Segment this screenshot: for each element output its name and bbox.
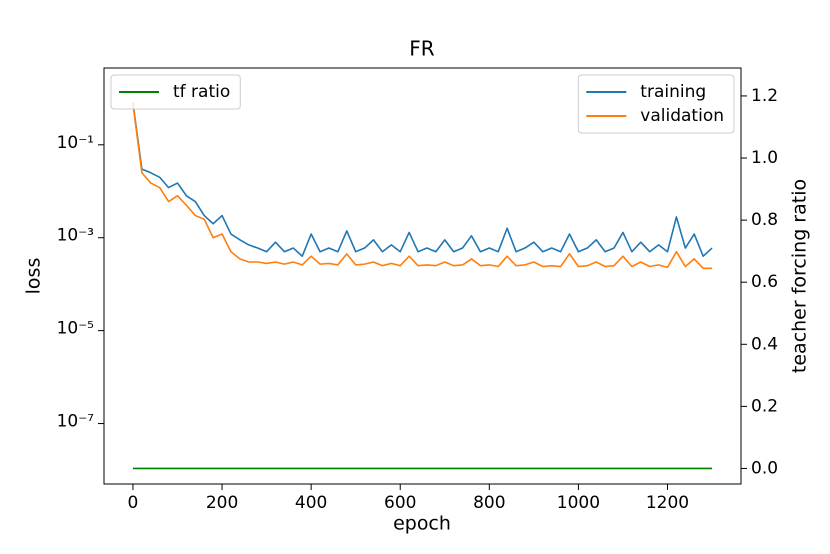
chart-title: FR	[409, 37, 435, 61]
legend-label: tf ratio	[173, 82, 230, 102]
y2-axis-label: teacher forcing ratio	[789, 179, 811, 373]
legend-box	[577, 74, 735, 134]
x-tick-label: 1200	[646, 493, 689, 513]
y2-tick-label: 1.0	[751, 148, 778, 168]
legend: training validation	[577, 74, 735, 134]
y2-tick-label: 0.8	[751, 210, 778, 230]
legend-label: training	[640, 82, 706, 102]
x-tick-label: 800	[473, 493, 505, 513]
y-tick-label: 10⁻³	[57, 226, 94, 246]
y2-tick-label: 0.4	[751, 334, 778, 354]
legend-box	[110, 74, 241, 110]
y2-tick-label: 0.6	[751, 272, 778, 292]
x-tick-label: 600	[384, 493, 416, 513]
y-tick-label: 10⁻⁵	[57, 319, 94, 339]
x-tick-label: 1000	[557, 493, 600, 513]
series-line	[132, 102, 713, 258]
x-tick-label: 400	[295, 493, 327, 513]
y-tick-label: 10⁻⁷	[57, 412, 95, 432]
x-tick-label: 0	[128, 493, 139, 513]
plot-frame	[103, 67, 742, 485]
y2-tick-label: 0.2	[751, 396, 778, 416]
y2-tick-label: 0.0	[751, 458, 778, 478]
x-tick-label: 200	[206, 493, 238, 513]
y2-tick-label: 1.2	[751, 86, 778, 106]
x-axis-label: epoch	[393, 513, 451, 535]
legend: tf ratio	[110, 74, 241, 110]
y-axis-label: loss	[23, 258, 45, 295]
y-tick-label: 10⁻¹	[57, 133, 94, 153]
series-line	[132, 104, 713, 270]
legend-label: validation	[640, 106, 724, 126]
